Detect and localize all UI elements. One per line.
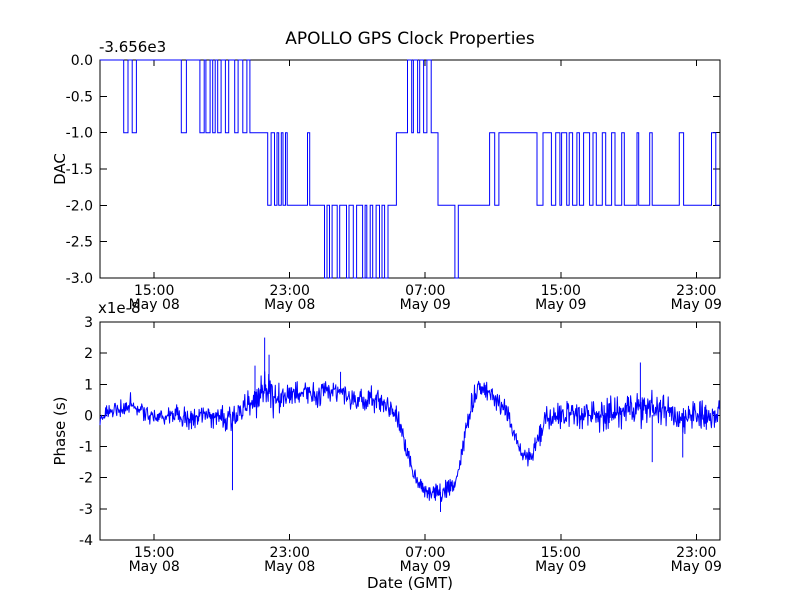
x-tick-label-date: May 09 [535, 559, 586, 575]
axes-frame [99, 59, 721, 279]
dac-y-axis-label: DAC [51, 153, 69, 185]
y-tick-label: -2.5 [66, 235, 93, 251]
dac-series-line [100, 59, 720, 279]
y-tick-label: 3 [84, 315, 93, 331]
x-tick-label-date: May 09 [400, 297, 451, 313]
x-tick-label-time: 23:00 [676, 283, 716, 299]
x-tick-label-time: 07:00 [405, 545, 445, 561]
y-tick-label: 2 [84, 346, 93, 362]
y-tick-label: -0.5 [66, 89, 93, 105]
phase-y-axis-label: Phase (s) [51, 396, 69, 466]
y-tick-label: -3 [79, 502, 93, 518]
y-tick-label: -1.0 [66, 126, 93, 142]
y-tick-label: -3.0 [66, 271, 93, 287]
x-tick-label-time: 23:00 [270, 283, 310, 299]
y-tick-label: -4 [79, 533, 93, 549]
x-tick-label-time: 15:00 [541, 545, 581, 561]
y-tick-label: 1 [84, 377, 93, 393]
x-axis-label: Date (GMT) [366, 574, 454, 592]
y-tick-label: -1 [79, 440, 93, 456]
x-tick-label-time: 07:00 [405, 283, 445, 299]
x-tick-label-date: May 09 [535, 297, 586, 313]
x-tick-label-time: 15:00 [134, 283, 174, 299]
y-tick-label: -2.0 [66, 198, 93, 214]
y-tick-label: -2 [79, 471, 93, 487]
phase-series-line [99, 371, 720, 502]
x-tick-label-time: 15:00 [541, 283, 581, 299]
phase-axis-offset-text: x1e-8 [98, 299, 141, 317]
chart-title: APOLLO GPS Clock Properties [285, 29, 535, 49]
x-tick-label-date: May 08 [264, 297, 315, 313]
x-tick-label-time: 23:00 [676, 545, 716, 561]
x-tick-label-time: 15:00 [134, 545, 174, 561]
x-tick-label-date: May 09 [671, 297, 722, 313]
x-tick-label-date: May 09 [400, 559, 451, 575]
axes-frame [99, 321, 721, 541]
x-tick-label-date: May 08 [264, 559, 315, 575]
x-tick-label-date: May 08 [129, 297, 180, 313]
dac-axis-offset-text: -3.656e3 [99, 38, 167, 56]
x-tick-label-date: May 08 [129, 559, 180, 575]
x-tick-label-time: 23:00 [270, 545, 310, 561]
y-tick-label: -1.5 [66, 162, 93, 178]
y-tick-label: 0 [84, 408, 93, 424]
x-tick-label-date: May 09 [671, 559, 722, 575]
y-tick-label: 0.0 [71, 53, 93, 69]
